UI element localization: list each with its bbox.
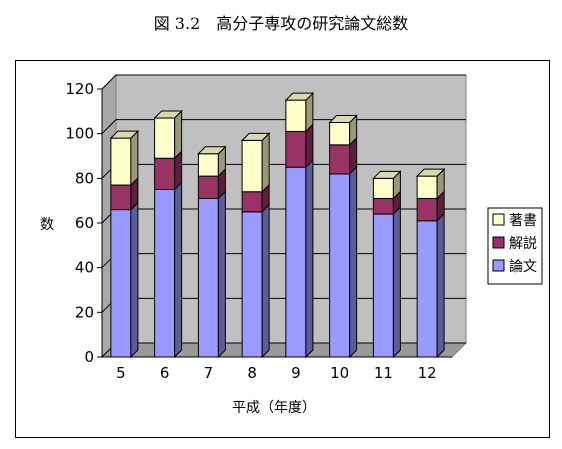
y-tick-labels: 0 20 40 60 80 100 120 <box>65 80 94 366</box>
legend-label: 著書 <box>509 213 537 229</box>
y-axis-label: 数 <box>40 217 54 233</box>
bar-segment-著書-7 <box>197 145 227 178</box>
bar-side <box>261 203 270 359</box>
y-tick-label: 100 <box>65 125 94 143</box>
bar-segment-論文-8 <box>241 203 270 359</box>
gridline <box>101 74 466 90</box>
bar-top <box>240 132 271 141</box>
bar-segment-論文-11 <box>372 205 401 359</box>
bar-segment-著書-10 <box>328 114 358 147</box>
bar-segment-論文-7 <box>197 190 226 359</box>
x-tick-labels: 5 6 7 8 9 10 11 12 <box>116 364 437 382</box>
legend-swatch <box>492 236 505 249</box>
legend-item-論文: 論文 <box>492 259 537 275</box>
bar-front <box>372 177 394 199</box>
x-tick-label: 5 <box>116 364 126 382</box>
x-tick-label: 10 <box>330 364 349 382</box>
bar-front <box>416 175 438 199</box>
bar-segment-著書-6 <box>153 109 183 160</box>
bar-top <box>153 110 183 119</box>
y-tick-label: 40 <box>75 259 94 277</box>
figure-title: 図 3.2 高分子専攻の研究論文総数 <box>153 14 409 33</box>
bar-front <box>241 139 263 193</box>
bar-top <box>415 168 446 177</box>
x-tick-label: 6 <box>160 364 170 382</box>
chart-frame <box>15 60 550 438</box>
bar-side <box>217 190 226 359</box>
bar-front <box>241 191 263 213</box>
bar-segment-論文-6 <box>154 181 183 359</box>
bar-front <box>197 197 219 358</box>
bar-front <box>154 189 176 358</box>
bar-front <box>372 197 394 215</box>
bar-front <box>197 175 219 199</box>
bar-front <box>285 130 307 168</box>
bar-segment-解説-6 <box>154 150 183 191</box>
y-tick-label: 0 <box>84 348 94 366</box>
bar-front <box>154 157 176 191</box>
bar-front <box>416 197 438 222</box>
bar-side <box>436 212 445 359</box>
legend-item-解説: 解説 <box>492 236 537 252</box>
bar-front <box>285 99 307 132</box>
bar-front <box>110 209 132 358</box>
bar-side <box>130 201 139 359</box>
bar-segment-著書-9 <box>284 91 315 133</box>
bar-side <box>130 129 139 187</box>
bar-segment-論文-9 <box>285 158 314 359</box>
y-tick-label: 20 <box>75 303 94 321</box>
bar-front <box>329 173 351 358</box>
bar-segment-解説-10 <box>329 136 358 176</box>
bar-top <box>328 115 358 123</box>
bar-side <box>392 205 401 359</box>
bar-top <box>197 146 227 155</box>
x-tick-label: 8 <box>247 364 257 382</box>
bar-front <box>329 122 351 146</box>
bar-front <box>110 137 132 186</box>
x-tick-label: 12 <box>418 364 437 382</box>
bar-front <box>197 153 219 177</box>
x-tick-label: 9 <box>291 364 301 382</box>
bar-side <box>261 132 270 193</box>
bar-side <box>174 109 183 160</box>
x-tick-label: 11 <box>374 364 393 382</box>
bar-front <box>154 117 176 159</box>
bar-front <box>110 184 132 211</box>
bar-segment-著書-12 <box>415 167 446 200</box>
bar-front <box>285 166 307 358</box>
bar-segment-解説-8 <box>241 183 270 214</box>
bars <box>109 91 446 359</box>
bar-top <box>372 170 402 179</box>
bar-side <box>305 158 314 359</box>
bar-side <box>349 165 358 359</box>
y-tick-label: 120 <box>65 80 94 98</box>
bar-segment-解説-9 <box>285 123 314 169</box>
bar-top <box>109 130 140 139</box>
y-tick-label: 60 <box>75 214 94 232</box>
legend-label: 解説 <box>509 236 537 252</box>
legend-swatch <box>492 213 505 226</box>
bar-segment-論文-5 <box>110 201 139 359</box>
legend-swatch <box>492 259 505 272</box>
bar-segment-著書-8 <box>240 132 271 193</box>
x-axis-label: 平成（年度） <box>232 400 316 416</box>
bar-segment-著書-5 <box>109 129 140 187</box>
legend-item-著書: 著書 <box>492 213 537 229</box>
bar-front <box>241 211 263 358</box>
legend-label: 論文 <box>509 259 537 275</box>
bar-top <box>284 92 315 101</box>
bar-side <box>174 181 183 359</box>
bar-segment-論文-10 <box>329 165 358 359</box>
bar-front <box>329 144 351 175</box>
bar-front <box>416 220 438 358</box>
y-tick-label: 80 <box>75 169 94 187</box>
bar-front <box>372 213 394 358</box>
bar-segment-論文-12 <box>416 212 445 359</box>
bar-segment-著書-11 <box>372 170 402 200</box>
x-tick-label: 7 <box>204 364 214 382</box>
